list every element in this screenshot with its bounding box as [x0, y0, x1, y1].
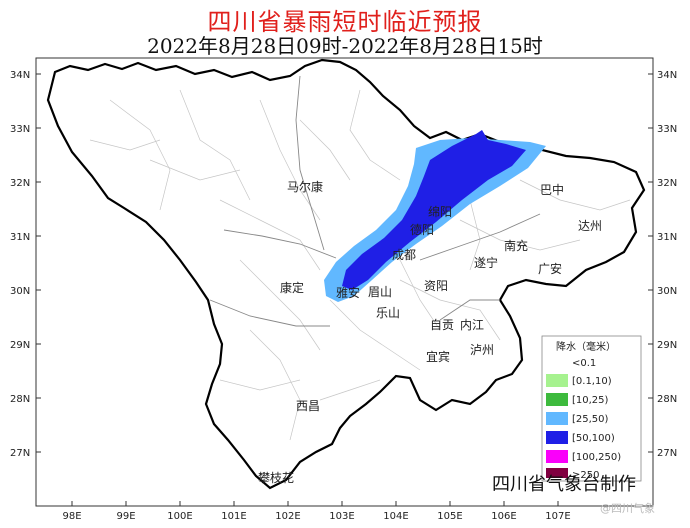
lat-label: 27N [10, 448, 30, 459]
precip-band-50-100 [342, 130, 526, 290]
map-title: 四川省暴雨短时临近预报 [207, 8, 483, 36]
legend-label: [10,25) [572, 395, 609, 406]
city-label: 资阳 [424, 279, 448, 293]
city-label: 内江 [460, 318, 484, 332]
city-label: 达州 [578, 219, 602, 233]
lat-label: 28N [10, 394, 30, 405]
lon-label: 106E [491, 511, 516, 522]
legend-swatch [546, 431, 568, 444]
lat-label: 32N [10, 178, 30, 189]
city-label: 攀枝花 [258, 470, 294, 485]
legend-swatch [545, 355, 569, 370]
lat-label: 34N [10, 70, 30, 81]
city-label: 广安 [538, 261, 562, 276]
city-labels: 马尔康 巴中 绵阳 达州 德阳 南充 成都 遂宁 广安 康定 雅安 眉山 资阳 … [258, 179, 602, 485]
legend: 降水（毫米） <0.1 [0.1,10) [10,25) [25,50) [50… [541, 335, 642, 482]
lon-label: 105E [437, 511, 462, 522]
lat-label: 28N [657, 394, 677, 405]
city-label: 雅安 [336, 285, 360, 300]
city-label: 康定 [280, 280, 304, 295]
legend-label: [25,50) [572, 414, 609, 425]
lat-label: 33N [10, 124, 30, 135]
map-frame [35, 57, 654, 507]
city-label: 乐山 [376, 306, 400, 320]
legend-label: <0.1 [572, 358, 596, 369]
lat-label: 33N [657, 124, 677, 135]
lat-label: 30N [10, 286, 30, 297]
city-label: 马尔康 [287, 179, 323, 194]
city-label: 巴中 [540, 182, 564, 197]
lat-label: 32N [657, 178, 677, 189]
lon-label: 107E [545, 511, 570, 522]
city-label: 眉山 [368, 285, 392, 299]
lat-label: 30N [657, 286, 677, 297]
city-label: 成都 [392, 248, 416, 262]
lat-label: 34N [657, 70, 677, 81]
lat-label: 29N [10, 340, 30, 351]
legend-swatch [546, 374, 568, 387]
legend-swatch [546, 468, 568, 478]
lon-label: 99E [116, 511, 135, 522]
city-label: 泸州 [470, 343, 494, 357]
legend-label: ≥250 [572, 470, 599, 481]
lon-label: 101E [221, 511, 246, 522]
lon-label: 98E [62, 511, 81, 522]
city-label: 遂宁 [474, 255, 498, 270]
legend-label: [0.1,10) [572, 376, 612, 387]
lon-label: 104E [383, 511, 408, 522]
city-label: 宜宾 [426, 349, 450, 364]
legend-swatch [546, 393, 568, 406]
city-label: 南充 [504, 238, 528, 253]
lon-label: 103E [329, 511, 354, 522]
city-label: 绵阳 [428, 205, 452, 219]
lat-labels-left: 34N 33N 32N 31N 30N 29N 28N 27N [10, 70, 30, 459]
legend-label: [50,100) [572, 433, 615, 444]
lon-ticks [71, 501, 559, 506]
watermark: @四川气象 [600, 502, 655, 515]
lon-label: 102E [275, 511, 300, 522]
lat-label: 31N [657, 232, 677, 243]
lat-label: 29N [657, 340, 677, 351]
city-label: 自贡 [430, 318, 454, 332]
forecast-time-range: 2022年8月28日09时-2022年8月28日15时 [147, 34, 543, 58]
lon-label: 100E [167, 511, 192, 522]
city-label: 德阳 [410, 222, 434, 237]
city-label: 西昌 [296, 399, 320, 413]
issuer-credit: 四川省气象台制作 [492, 474, 636, 495]
legend-label: [100,250) [572, 452, 621, 463]
lat-label: 31N [10, 232, 30, 243]
lat-label: 27N [657, 448, 677, 459]
lat-ticks [36, 73, 653, 453]
legend-swatch [546, 412, 568, 425]
legend-title: 降水（毫米） [556, 340, 616, 353]
lat-labels-right: 34N 33N 32N 31N 30N 29N 28N 27N [657, 70, 677, 459]
prefecture-borders [209, 75, 541, 327]
lon-labels: 98E 99E 100E 101E 102E 103E 104E 105E 10… [62, 511, 570, 522]
legend-swatch [546, 450, 568, 463]
